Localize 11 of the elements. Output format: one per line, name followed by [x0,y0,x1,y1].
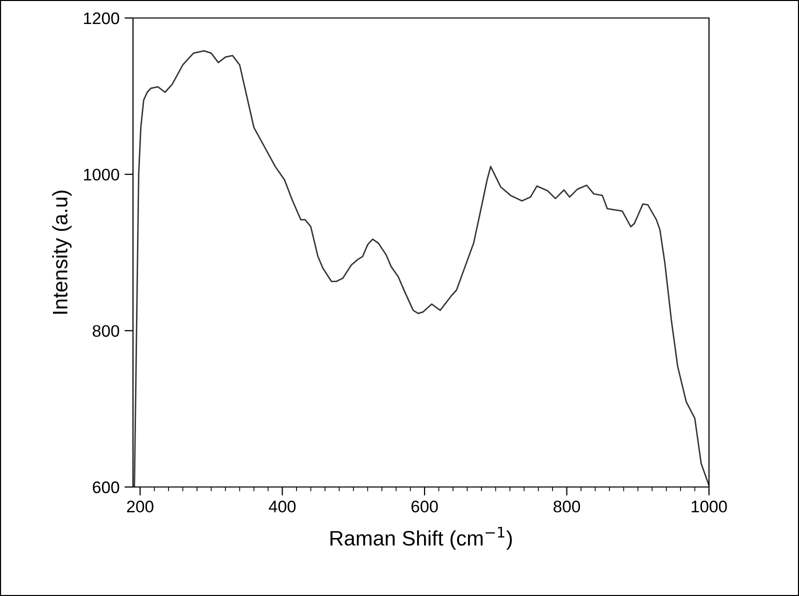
y-tick-label: 600 [92,481,120,494]
x-tick-label: 600 [412,500,438,512]
y-tick-label: 1000 [84,168,120,181]
x-tick-label: 1000 [692,500,727,512]
x-tick-label: 400 [268,500,296,512]
y-tick-label: 800 [92,325,120,337]
x-axis-title: Raman Shift (cm$^{−1}$) [330,526,512,550]
y-axis-title: Intensity (a.u) [52,190,72,314]
y-tick-label: 1200 [84,12,120,24]
x-tick-label: 800 [554,500,580,512]
x-tick-label: 200 [127,500,154,512]
